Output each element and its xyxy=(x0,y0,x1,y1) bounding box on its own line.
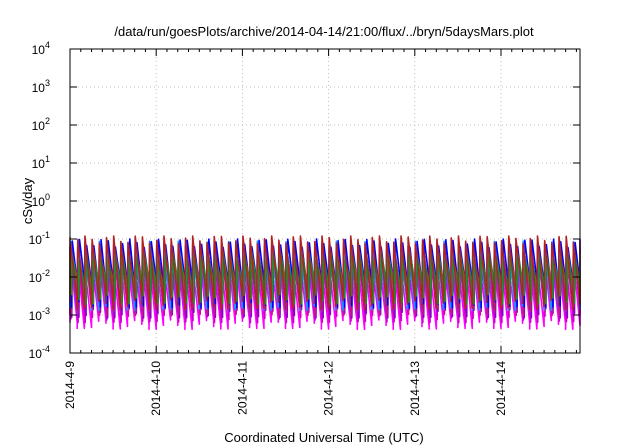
x-tick-label: 2014-4-10 xyxy=(149,361,163,416)
y-tick-label: 101 xyxy=(32,154,50,171)
y-tick-label: 10-2 xyxy=(29,268,50,285)
y-axis-label: cSv/day xyxy=(20,177,35,224)
x-tick-label: 2014-4-13 xyxy=(408,361,422,416)
x-tick-label: 2014-4-14 xyxy=(494,361,508,416)
series-line xyxy=(69,235,581,311)
x-tick-label: 2014-4-11 xyxy=(235,361,249,415)
x-tick-label: 2014-4-9 xyxy=(63,361,77,409)
chart-title: /data/run/goesPlots/archive/2014-04-14/2… xyxy=(114,24,534,39)
y-tick-label: 10-4 xyxy=(29,344,50,361)
x-axis-ticks: 2014-4-9 2014-4-10 2014-4-11 2014-4-12 2014-… xyxy=(63,49,577,416)
series-group xyxy=(69,235,581,331)
x-axis-label: Coordinated Universal Time (UTC) xyxy=(224,430,423,445)
y-tick-label: 10-1 xyxy=(29,230,50,247)
y-tick-label: 103 xyxy=(32,78,50,95)
y-tick-label: 104 xyxy=(32,40,50,57)
y-tick-label: 10-3 xyxy=(29,306,50,323)
y-tick-label: 102 xyxy=(32,116,50,133)
y-tick-label: 100 xyxy=(32,192,50,209)
y-axis-ticks: 10-4 10-3 10-2 10-1 100 101 102 103 104 xyxy=(29,40,580,361)
x-tick-label: 2014-4-12 xyxy=(322,361,336,416)
